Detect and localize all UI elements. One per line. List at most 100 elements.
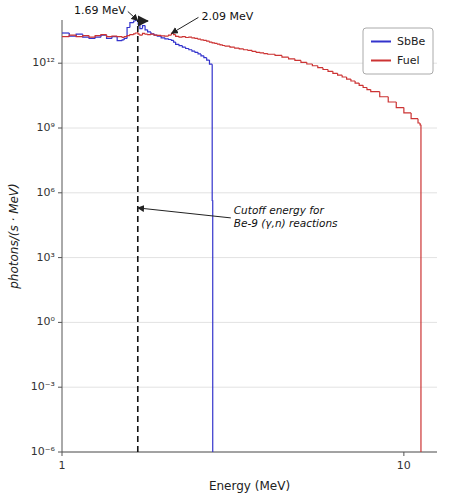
annotation-line: 2.09 MeV bbox=[201, 10, 253, 23]
step-segment bbox=[359, 83, 363, 85]
step-segment bbox=[182, 46, 185, 48]
step-segment bbox=[154, 34, 157, 35]
y-axis-label: photons/(s · MeV) bbox=[7, 183, 21, 290]
x-axis-label: Energy (MeV) bbox=[209, 479, 290, 493]
step-segment bbox=[186, 47, 189, 48]
step-segment bbox=[148, 30, 151, 32]
annotation-text: 1.69 MeV bbox=[74, 4, 126, 17]
grid-line bbox=[62, 257, 437, 258]
legend-swatch bbox=[371, 41, 391, 43]
annotation-line: Cutoff energy for bbox=[234, 204, 325, 216]
step-segment bbox=[69, 35, 76, 37]
step-segment bbox=[312, 64, 317, 66]
series bbox=[62, 20, 213, 452]
x-axis-line bbox=[62, 452, 437, 453]
y-tick bbox=[58, 257, 62, 258]
series bbox=[62, 33, 421, 452]
step-segment bbox=[101, 34, 107, 36]
y-tick-label: 10¹² bbox=[32, 56, 55, 69]
step-segment bbox=[95, 36, 101, 38]
step-segment bbox=[195, 51, 198, 52]
y-tick bbox=[58, 63, 62, 64]
step-segment bbox=[117, 37, 122, 41]
y-tick bbox=[58, 322, 62, 323]
chart: 10⁻⁶ 10⁻³ 10⁰ 10³ 10⁶ 10⁹ 10¹² 1 10 Energy (MeV) p… bbox=[0, 0, 451, 500]
step-segment bbox=[268, 53, 275, 55]
step-segment bbox=[212, 200, 213, 452]
step-segment bbox=[347, 77, 351, 79]
step-segment bbox=[112, 37, 117, 39]
step-segment bbox=[107, 35, 112, 38]
step-segment bbox=[230, 46, 235, 47]
step-segment bbox=[282, 55, 289, 57]
step-segment bbox=[124, 38, 127, 39]
y-tick bbox=[58, 192, 62, 193]
y-tick-label: 10⁻⁶ bbox=[31, 445, 56, 458]
legend: SbBeFuel bbox=[363, 28, 433, 74]
step-segment bbox=[62, 32, 69, 33]
step-segment bbox=[62, 36, 69, 37]
step-segment bbox=[419, 123, 421, 125]
step-segment bbox=[174, 40, 176, 42]
step-segment bbox=[225, 45, 230, 47]
y-tick-label: 10⁶ bbox=[37, 186, 56, 199]
step-segment bbox=[176, 35, 179, 37]
step-segment bbox=[404, 108, 411, 113]
step-segment bbox=[275, 54, 282, 55]
step-segment bbox=[355, 81, 359, 83]
step-segment bbox=[235, 47, 240, 49]
step-segment bbox=[127, 36, 130, 37]
step-segment bbox=[380, 92, 388, 97]
x-tick-label: 10 bbox=[397, 459, 411, 472]
legend-swatch bbox=[371, 60, 391, 62]
step-segment bbox=[318, 66, 323, 68]
annotation-line: Be-9 (γ,n) reactions bbox=[234, 217, 338, 229]
step-segment bbox=[338, 73, 343, 75]
step-segment bbox=[112, 35, 117, 37]
annotation-arrow bbox=[138, 208, 231, 218]
step-segment bbox=[388, 97, 396, 102]
step-segment bbox=[307, 62, 313, 64]
annotation-text: 2.09 MeV bbox=[201, 10, 253, 23]
step-segment bbox=[323, 68, 328, 70]
step-segment bbox=[83, 34, 89, 37]
step-segment bbox=[207, 58, 210, 60]
step-segment bbox=[328, 70, 333, 72]
y-tick-label: 10⁻³ bbox=[31, 380, 55, 393]
step-segment bbox=[209, 60, 212, 64]
step-segment bbox=[192, 50, 195, 51]
step-segment bbox=[83, 36, 89, 37]
step-segment bbox=[179, 44, 182, 45]
y-tick-label: 10³ bbox=[37, 251, 55, 264]
step-segment bbox=[95, 37, 101, 38]
legend-box bbox=[363, 28, 433, 74]
step-segment bbox=[248, 49, 252, 51]
annotation-arrow bbox=[171, 17, 198, 33]
step-segment bbox=[239, 48, 243, 50]
step-segment bbox=[130, 23, 134, 28]
step-segment bbox=[101, 35, 107, 37]
plot-area bbox=[62, 20, 421, 452]
annotations: 1.69 MeV 2.09 MeV Cutoff energy forBe-9 (γ… bbox=[74, 4, 338, 229]
legend-label: Fuel bbox=[397, 54, 420, 67]
annotation-arrow bbox=[128, 11, 138, 20]
reference-line bbox=[137, 20, 139, 452]
step-segment bbox=[134, 21, 136, 23]
step-segment bbox=[342, 75, 346, 77]
step-segment bbox=[371, 90, 380, 92]
y-tick-label: 10⁰ bbox=[37, 315, 56, 328]
axes: 10⁻⁶ 10⁻³ 10⁰ 10³ 10⁶ 10⁹ 10¹² 1 10 bbox=[31, 20, 437, 472]
step-segment bbox=[135, 32, 137, 34]
x-tick-label: 1 bbox=[59, 459, 66, 472]
step-segment bbox=[396, 102, 404, 108]
step-segment bbox=[244, 48, 248, 50]
grid-line bbox=[62, 387, 437, 388]
grid-line bbox=[62, 128, 437, 129]
x-tick bbox=[403, 452, 404, 456]
step-segment bbox=[76, 35, 83, 37]
step-segment bbox=[301, 60, 307, 62]
grid bbox=[62, 63, 437, 452]
y-tick-label: 10⁹ bbox=[37, 121, 55, 134]
step-segment bbox=[212, 64, 214, 200]
step-segment bbox=[145, 26, 148, 30]
